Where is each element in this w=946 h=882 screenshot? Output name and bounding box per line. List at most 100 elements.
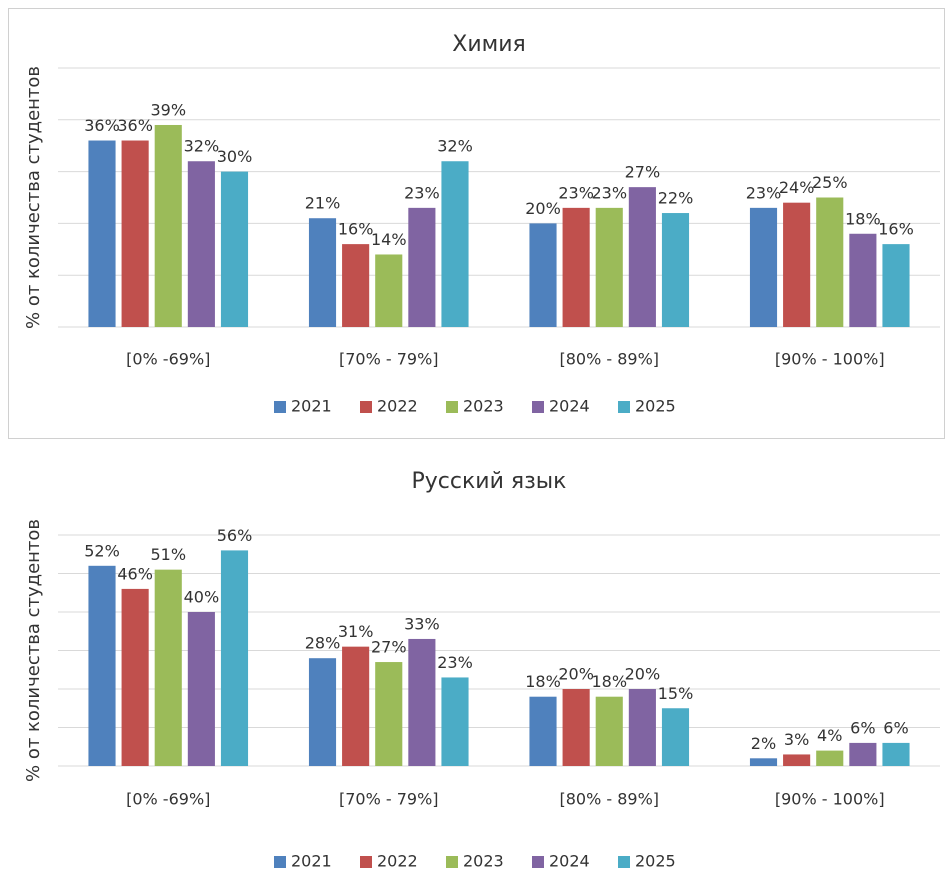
data-label: 20%	[525, 199, 561, 218]
bar	[849, 233, 877, 327]
chart-title: Русский язык	[412, 469, 567, 494]
data-label: 39%	[150, 100, 186, 119]
legend-swatch	[360, 856, 372, 868]
bar	[88, 565, 116, 766]
y-axis-label: % от количества студентов	[23, 519, 44, 782]
bar	[121, 588, 149, 766]
data-label: 28%	[305, 634, 341, 653]
bar	[783, 754, 811, 766]
bar	[187, 161, 215, 327]
legend-swatch	[618, 856, 630, 868]
data-label: 16%	[878, 220, 914, 239]
bar	[529, 223, 557, 327]
data-label: 51%	[150, 545, 186, 564]
bar	[529, 696, 557, 766]
data-label: 18%	[591, 672, 627, 691]
bar	[882, 742, 910, 766]
x-tick-label: [0% -69%]	[126, 350, 210, 369]
bar	[749, 207, 778, 327]
y-axis-label: % от количества студентов	[23, 66, 44, 329]
bar	[661, 708, 690, 766]
legend-swatch	[360, 401, 372, 413]
bar	[595, 696, 623, 766]
legend-label: 2021	[291, 397, 332, 416]
bar	[749, 758, 778, 766]
bar	[408, 207, 436, 327]
data-label: 2%	[751, 734, 776, 753]
legend-swatch	[274, 401, 286, 413]
data-label: 32%	[437, 137, 473, 156]
data-label: 15%	[658, 684, 694, 703]
bar	[342, 244, 370, 327]
chart-title: Химия	[452, 32, 526, 57]
bar	[342, 646, 370, 766]
bar	[849, 742, 877, 766]
bar	[628, 187, 656, 327]
bar	[375, 662, 403, 766]
data-label: 23%	[591, 183, 627, 202]
legend-swatch	[274, 856, 286, 868]
data-label: 56%	[217, 526, 253, 545]
data-label: 6%	[883, 718, 908, 737]
legend-label: 2024	[549, 397, 590, 416]
data-label: 33%	[404, 614, 440, 633]
legend-label: 2021	[291, 852, 332, 871]
legend-label: 2022	[377, 397, 418, 416]
data-label: 3%	[784, 730, 809, 749]
bar	[408, 638, 436, 766]
legend-swatch	[446, 401, 458, 413]
data-label: 27%	[371, 638, 407, 657]
legend-label: 2022	[377, 852, 418, 871]
legend-swatch	[532, 856, 544, 868]
bar	[816, 197, 844, 327]
data-label: 46%	[117, 564, 153, 583]
bar	[154, 124, 182, 327]
data-label: 36%	[117, 116, 153, 135]
bar	[783, 202, 811, 327]
chart-frame	[8, 8, 945, 439]
bar	[816, 750, 844, 766]
bar	[595, 207, 623, 327]
bar	[562, 207, 590, 327]
x-tick-label: [70% - 79%]	[339, 790, 439, 809]
data-label: 30%	[217, 147, 253, 166]
x-tick-label: [70% - 79%]	[339, 350, 439, 369]
bar	[187, 612, 215, 766]
data-label: 25%	[812, 173, 848, 192]
bar	[308, 218, 337, 327]
data-label: 20%	[558, 665, 594, 684]
data-label: 23%	[746, 183, 782, 202]
data-label: 6%	[850, 718, 875, 737]
data-label: 4%	[817, 726, 842, 745]
bar	[441, 161, 469, 327]
legend-label: 2025	[635, 397, 676, 416]
bar	[121, 140, 149, 327]
legend-label: 2023	[463, 852, 504, 871]
data-label: 52%	[84, 541, 120, 560]
x-tick-label: [90% - 100%]	[775, 350, 885, 369]
bar	[441, 677, 469, 766]
bar	[88, 140, 116, 327]
bar	[661, 213, 690, 327]
data-label: 23%	[558, 183, 594, 202]
x-tick-label: [80% - 89%]	[559, 790, 659, 809]
data-label: 32%	[184, 137, 220, 156]
legend-swatch	[618, 401, 630, 413]
bar	[154, 569, 182, 766]
data-label: 36%	[84, 116, 120, 135]
legend-swatch	[532, 401, 544, 413]
data-label: 23%	[437, 653, 473, 672]
data-label: 40%	[184, 588, 220, 607]
data-label: 24%	[779, 178, 815, 197]
data-label: 23%	[404, 183, 440, 202]
legend-label: 2024	[549, 852, 590, 871]
bar	[375, 254, 403, 327]
data-label: 21%	[305, 194, 341, 213]
x-tick-label: [0% -69%]	[126, 790, 210, 809]
bar	[562, 689, 590, 766]
data-label: 22%	[658, 189, 694, 208]
data-label: 20%	[625, 665, 661, 684]
data-label: 16%	[338, 220, 374, 239]
data-label: 31%	[338, 622, 374, 641]
